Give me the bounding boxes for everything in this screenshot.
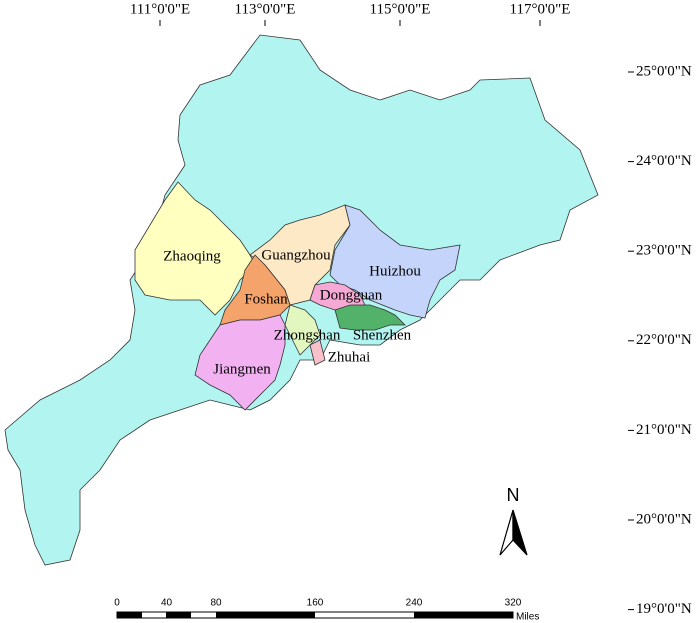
region-label: Guangzhou bbox=[261, 247, 331, 263]
region-label: Dongguan bbox=[320, 287, 383, 303]
scale-seg bbox=[414, 612, 513, 618]
latitude-label: 24°0'0"N bbox=[636, 153, 692, 169]
region-label: Zhongshan bbox=[274, 327, 341, 343]
region-label: Jiangmen bbox=[213, 361, 271, 377]
region-label: Huizhou bbox=[369, 263, 421, 279]
scale-label: 80 bbox=[210, 598, 222, 609]
scale-seg bbox=[216, 612, 315, 618]
scale-unit: Miles bbox=[516, 612, 539, 623]
zhaoqing bbox=[134, 181, 256, 316]
arrow-right bbox=[512, 509, 528, 556]
longitude-label: 115°0'0"E bbox=[370, 1, 431, 17]
latitude-label: 23°0'0"N bbox=[636, 243, 692, 259]
latitude-label: 20°0'0"N bbox=[636, 511, 692, 527]
scale-label: 240 bbox=[406, 598, 423, 609]
scale-seg bbox=[166, 612, 191, 618]
huizhou bbox=[329, 204, 461, 319]
latitude-label: 25°0'0"N bbox=[636, 63, 692, 79]
zhuhai bbox=[309, 339, 326, 366]
longitude-label: 111°0'0"E bbox=[130, 1, 190, 17]
scale-label: 320 bbox=[505, 598, 522, 609]
scale-label: 0 bbox=[114, 598, 120, 609]
region-label: Shenzhen bbox=[353, 327, 412, 343]
latitude-label: 21°0'0"N bbox=[636, 422, 692, 438]
latitude-label: 22°0'0"N bbox=[636, 332, 692, 348]
scale-bar bbox=[116, 611, 514, 619]
longitude-label: 117°0'0"E bbox=[510, 1, 571, 17]
region-label: Foshan bbox=[244, 291, 288, 307]
arrow-left bbox=[499, 509, 514, 556]
region-label: Zhaoqing bbox=[163, 248, 221, 264]
north-label: N bbox=[507, 485, 520, 505]
latitude-label: 19°0'0"N bbox=[636, 601, 692, 617]
region-label: Zhuhai bbox=[328, 349, 371, 365]
shenzhen bbox=[334, 304, 406, 331]
north-arrow: N bbox=[499, 485, 528, 556]
scale-label: 40 bbox=[161, 598, 173, 609]
scale-seg bbox=[117, 612, 142, 618]
scale-label: 160 bbox=[307, 598, 324, 609]
longitude-label: 113°0'0"E bbox=[235, 1, 296, 17]
jiangmen bbox=[194, 314, 286, 411]
